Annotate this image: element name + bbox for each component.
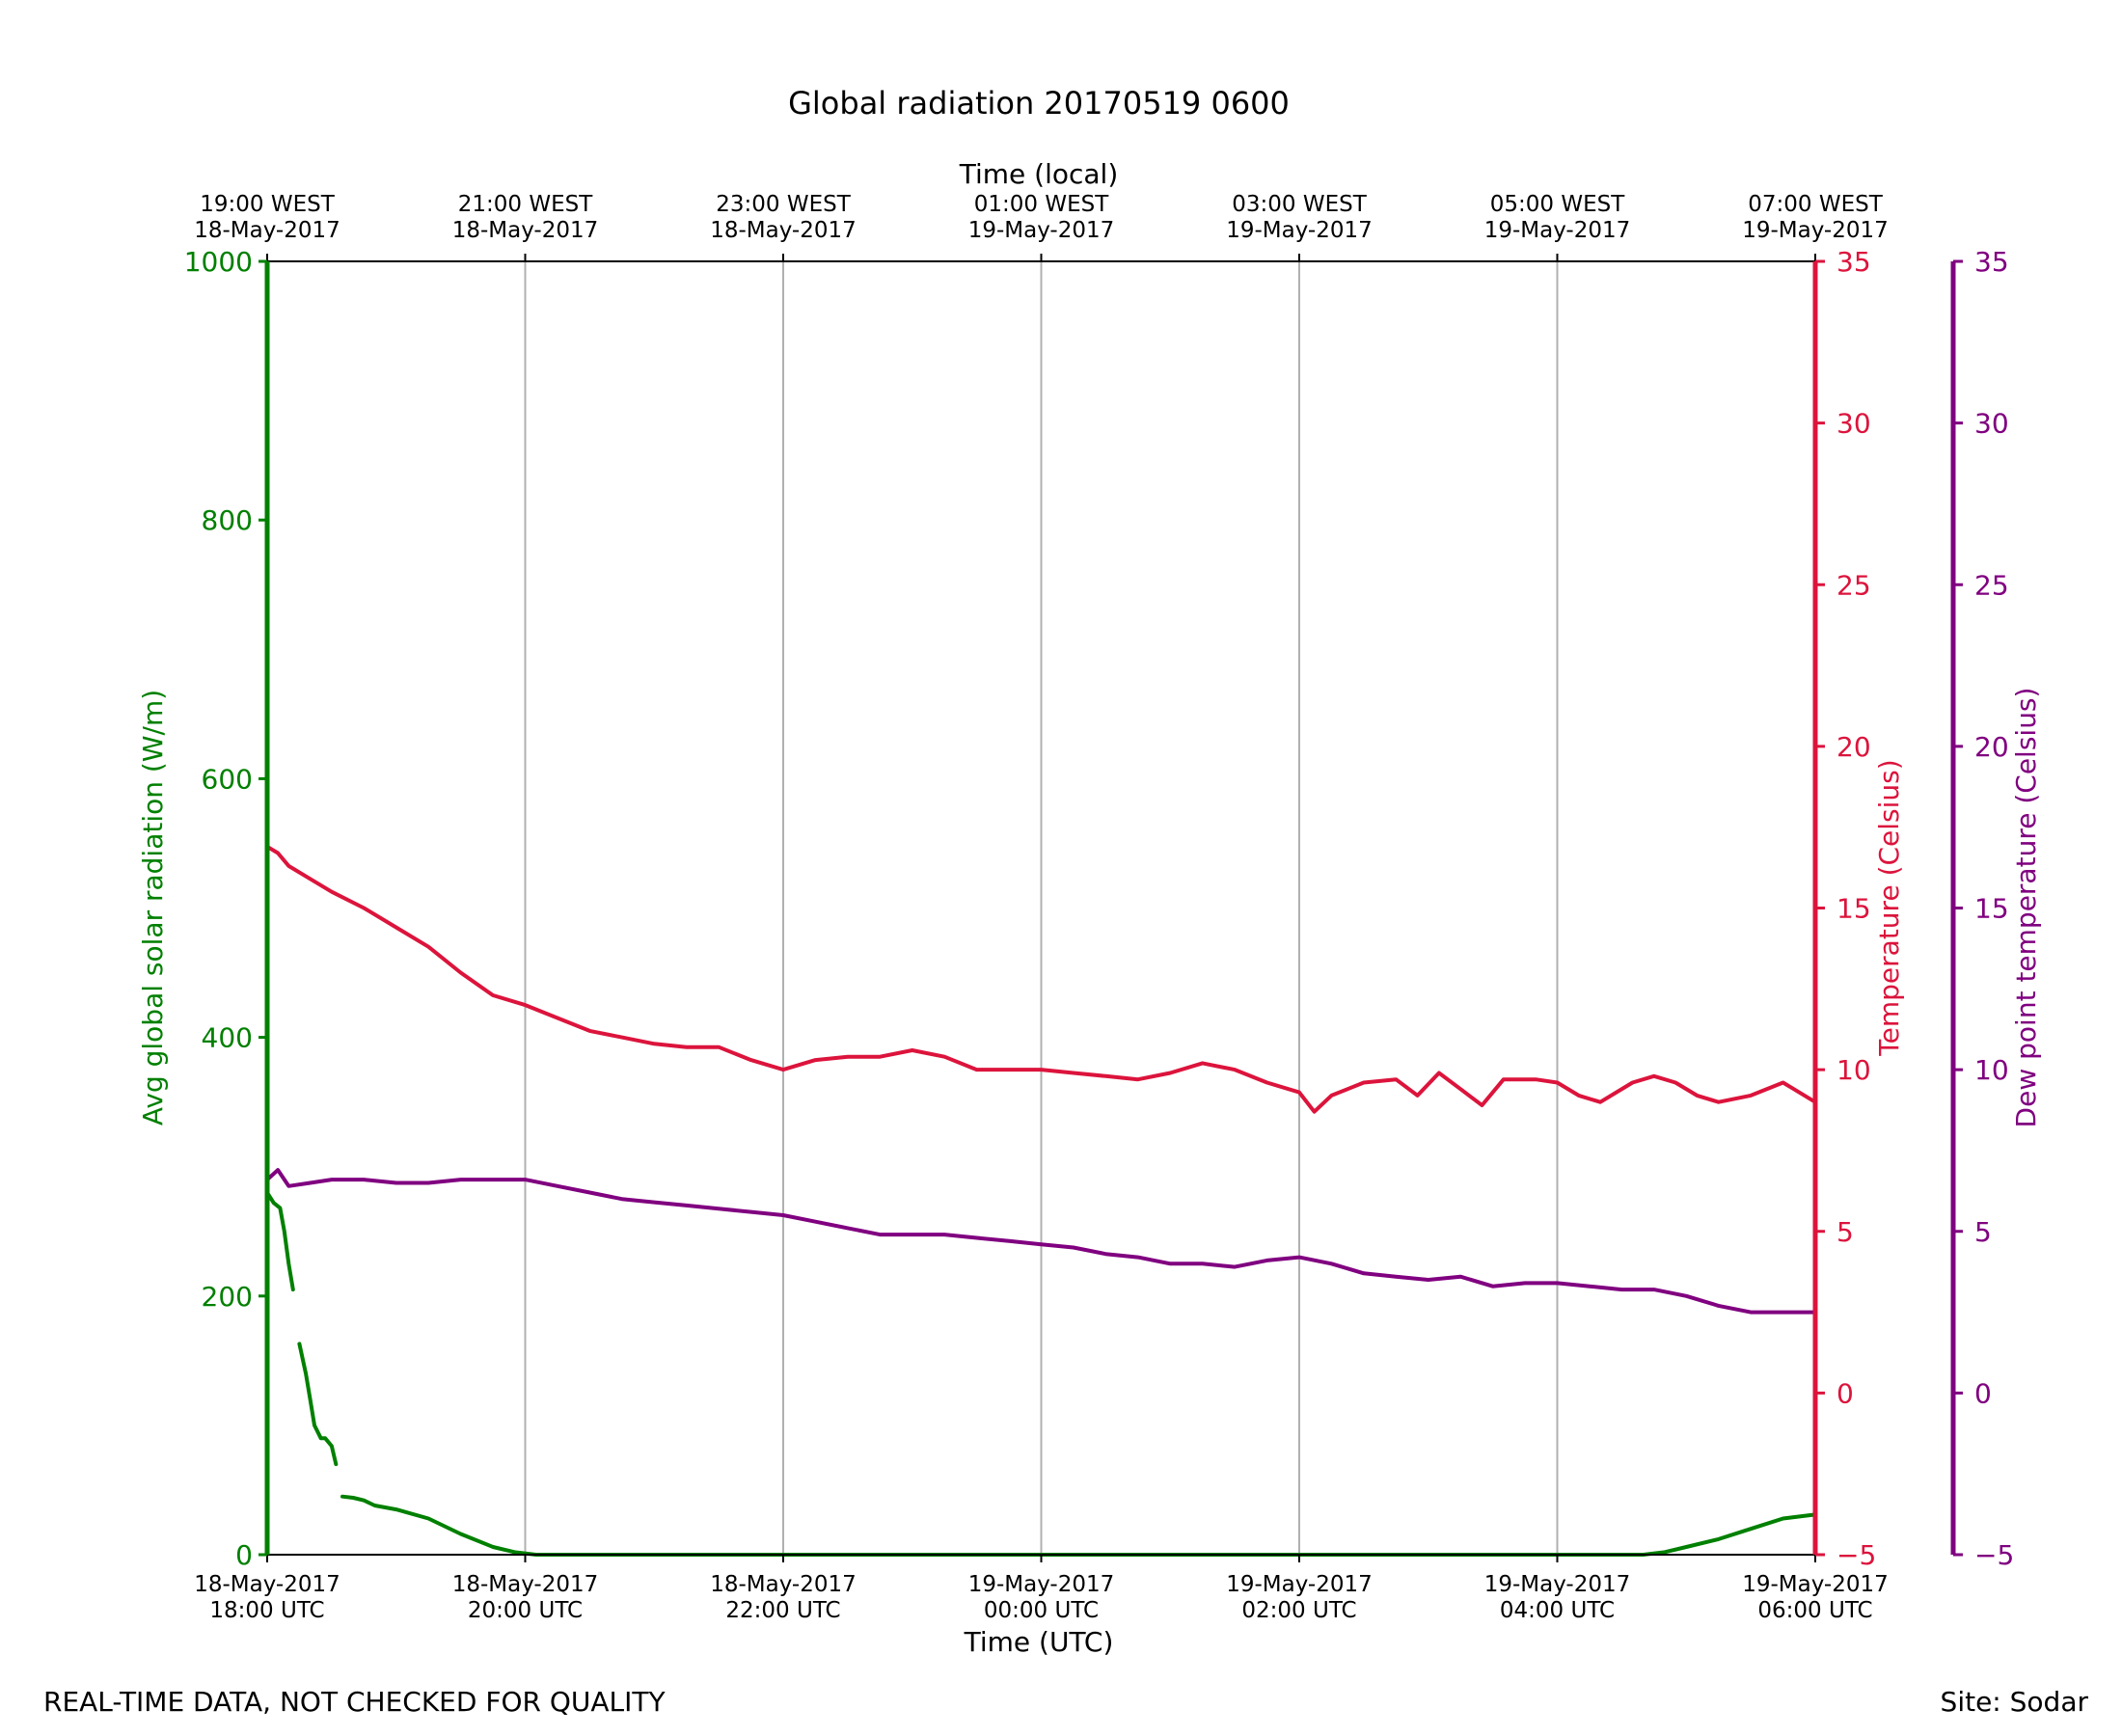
x-tick-label-bottom-date: 18-May-2017 (710, 1572, 857, 1597)
y-tick-label-temperature: 0 (1836, 1377, 1854, 1409)
y-tick-label-radiation: 400 (202, 1022, 253, 1054)
bottom-axis-label: Time (UTC) (964, 1626, 1114, 1658)
x-tick-label-top-date: 18-May-2017 (452, 218, 599, 243)
y-tick-label-temperature: 10 (1836, 1054, 1871, 1086)
top-axis-label: Time (local) (959, 158, 1119, 190)
y-tick-label-temperature: −5 (1836, 1539, 1876, 1571)
x-tick-label-top-time: 01:00 WEST (974, 192, 1109, 217)
x-tick-label-bottom-time: 18:00 UTC (209, 1598, 324, 1623)
y-tick-label-radiation: 800 (202, 504, 253, 536)
x-tick-label-top-date: 19-May-2017 (1484, 218, 1631, 243)
left-axis-label: Avg global solar radiation (W/m) (137, 690, 169, 1126)
dewpoint-axis-label: Dew point temperature (Celsius) (2010, 688, 2042, 1128)
site-label: Site: Sodar (1940, 1686, 2088, 1718)
x-tick-label-top-time: 23:00 WEST (716, 192, 851, 217)
x-tick-label-bottom-time: 00:00 UTC (984, 1598, 1099, 1623)
y-tick-label-dewpoint: 15 (1974, 893, 2009, 925)
quality-disclaimer: REAL-TIME DATA, NOT CHECKED FOR QUALITY (43, 1686, 666, 1718)
x-tick-label-bottom-time: 04:00 UTC (1500, 1598, 1615, 1623)
y-tick-label-radiation: 600 (202, 763, 253, 795)
y-tick-label-dewpoint: 10 (1974, 1054, 2009, 1086)
temperature-line (265, 844, 1817, 1114)
x-tick-label-top-date: 19-May-2017 (968, 218, 1115, 243)
x-tick-label-top-time: 21:00 WEST (458, 192, 593, 217)
x-tick-label-bottom-date: 18-May-2017 (452, 1572, 599, 1597)
x-tick-label-top-time: 07:00 WEST (1748, 192, 1883, 217)
x-tick-label-top-date: 18-May-2017 (194, 218, 340, 243)
x-tick-label-bottom-date: 19-May-2017 (968, 1572, 1115, 1597)
x-tick-label-top-time: 05:00 WEST (1490, 192, 1625, 217)
y-tick-label-dewpoint: 20 (1974, 731, 2009, 763)
gridlines (524, 261, 1559, 1555)
y-tick-label-dewpoint: 30 (1974, 408, 2009, 440)
y-tick-label-dewpoint: 35 (1974, 246, 2009, 278)
y-tick-label-temperature: 30 (1836, 408, 1871, 440)
chart-title: Global radiation 20170519 0600 (788, 85, 1290, 122)
x-tick-label-top-time: 19:00 WEST (200, 192, 335, 217)
y-tick-label-temperature: 20 (1836, 731, 1871, 763)
y-tick-label-temperature: 5 (1836, 1216, 1854, 1248)
x-tick-label-top-date: 19-May-2017 (1226, 218, 1373, 243)
y-tick-label-temperature: 25 (1836, 569, 1871, 601)
x-tick-label-bottom-time: 06:00 UTC (1757, 1598, 1872, 1623)
temperature-axis-label: Temperature (Celsius) (1873, 759, 1905, 1056)
y-tick-label-radiation: 200 (202, 1281, 253, 1313)
x-tick-label-bottom-date: 19-May-2017 (1226, 1572, 1373, 1597)
y-tick-label-dewpoint: 5 (1974, 1216, 1992, 1248)
y-tick-label-radiation: 1000 (184, 246, 253, 278)
y-tick-label-radiation: 0 (235, 1539, 253, 1571)
x-tick-label-bottom-date: 19-May-2017 (1484, 1572, 1631, 1597)
x-tick-label-top-time: 03:00 WEST (1232, 192, 1367, 217)
y-tick-label-temperature: 15 (1836, 893, 1871, 925)
x-tick-label-bottom-time: 22:00 UTC (725, 1598, 840, 1623)
y-tick-label-dewpoint: 25 (1974, 569, 2009, 601)
x-tick-label-bottom-date: 19-May-2017 (1742, 1572, 1889, 1597)
dewpoint-line (265, 1168, 1817, 1315)
x-tick-label-bottom-time: 20:00 UTC (468, 1598, 583, 1623)
y-tick-label-dewpoint: −5 (1974, 1539, 2014, 1571)
y-tick-label-temperature: 35 (1836, 246, 1871, 278)
x-tick-label-top-date: 19-May-2017 (1742, 218, 1889, 243)
series-layer (265, 844, 1817, 1557)
x-tick-label-bottom-time: 02:00 UTC (1241, 1598, 1356, 1623)
x-tick-label-top-date: 18-May-2017 (710, 218, 857, 243)
y-tick-label-dewpoint: 0 (1974, 1377, 1992, 1409)
radiation-line (265, 1190, 1817, 1557)
x-tick-label-bottom-date: 18-May-2017 (194, 1572, 340, 1597)
